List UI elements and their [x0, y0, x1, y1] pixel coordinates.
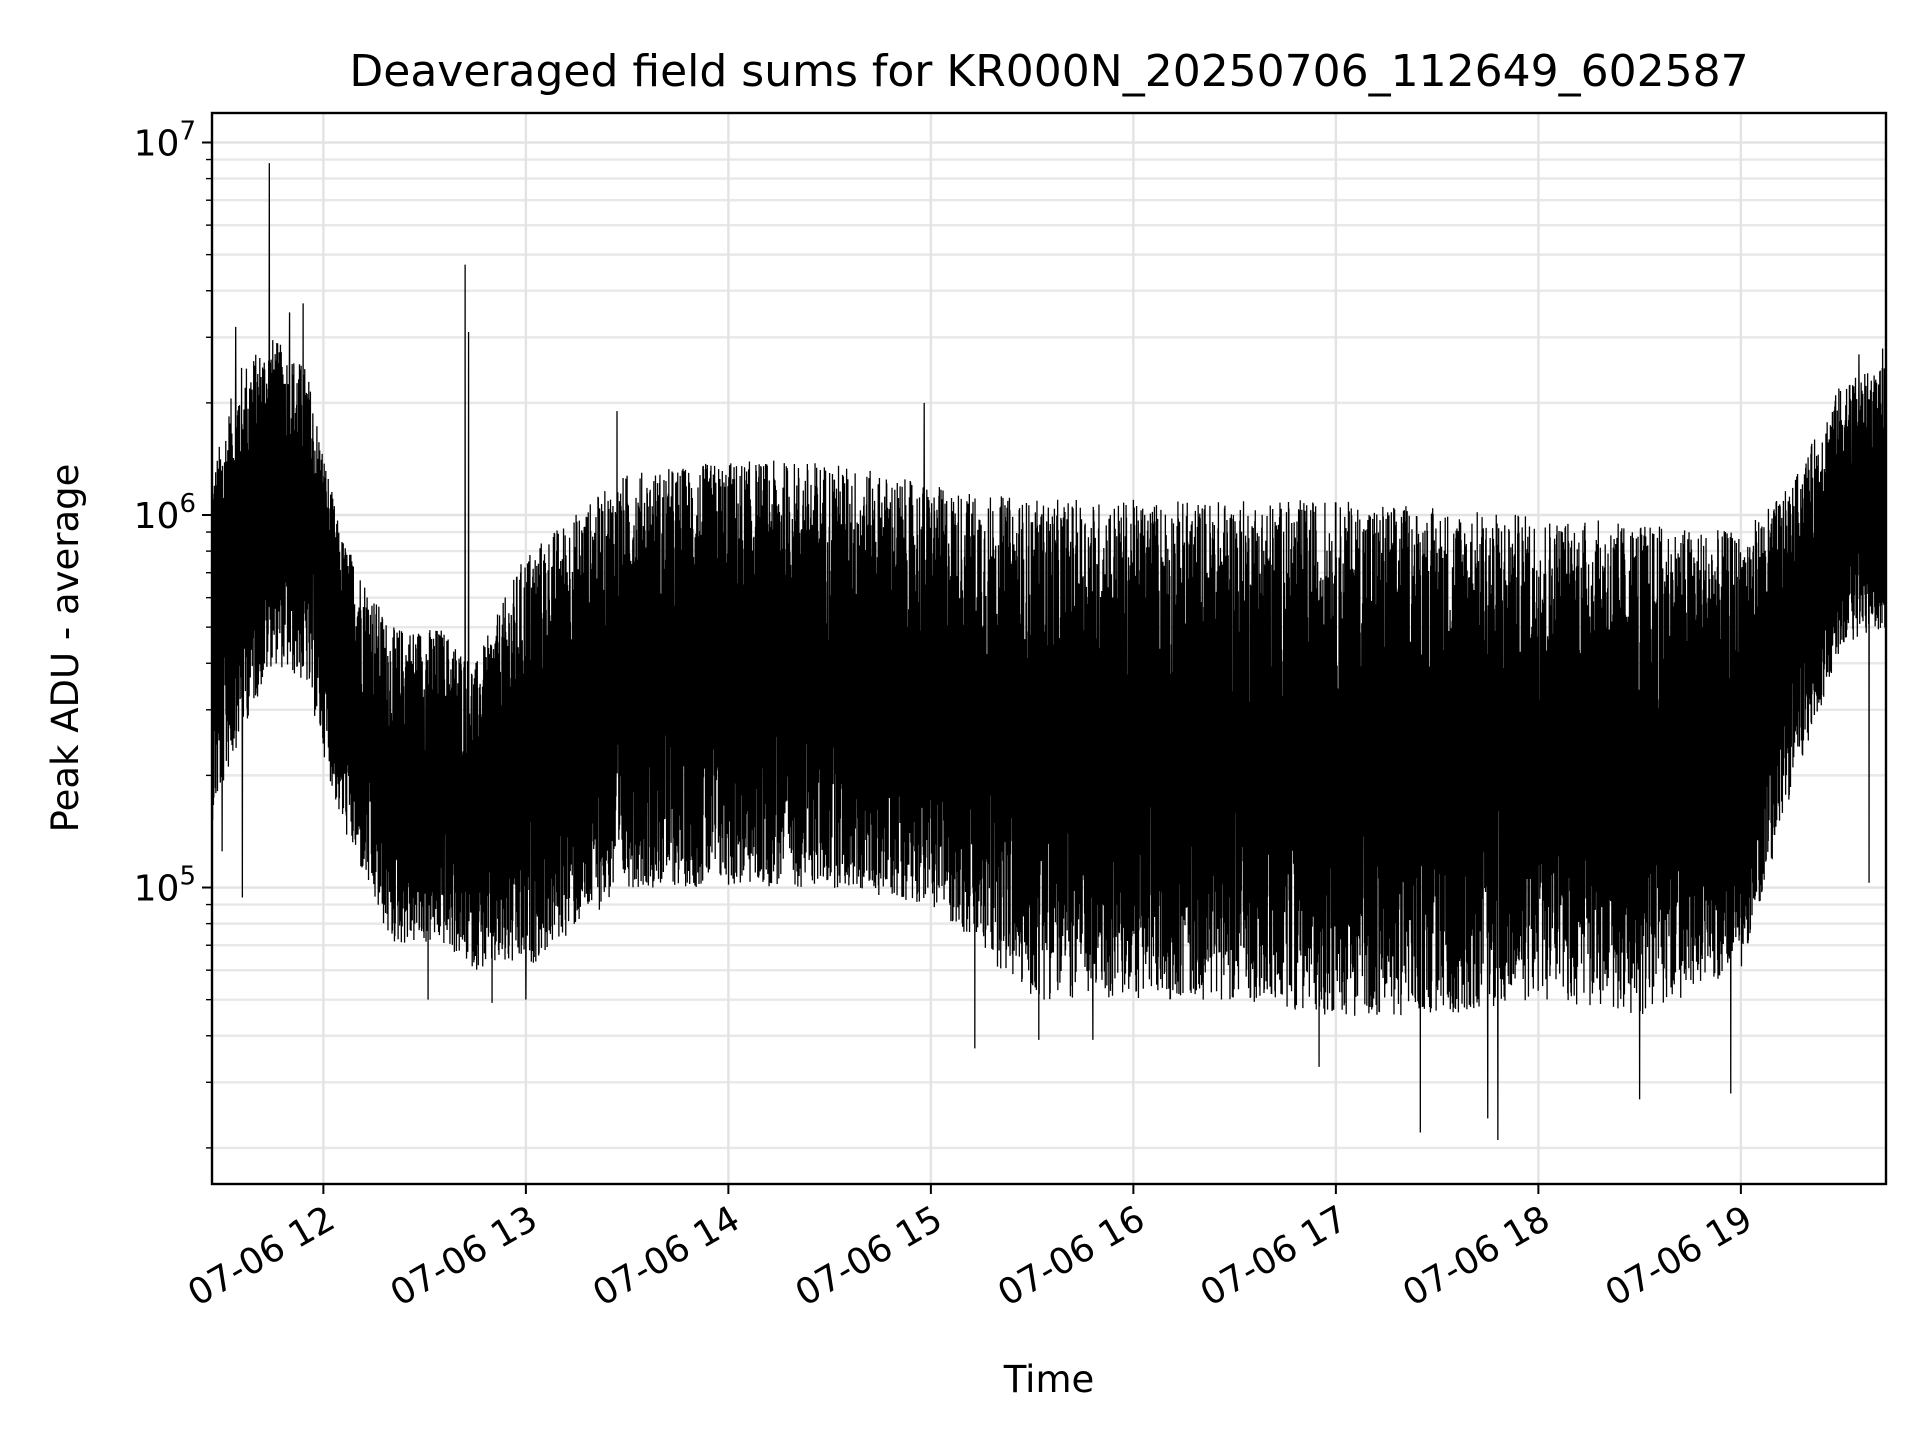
y-tick-label-exponent: 6 [179, 489, 196, 519]
y-tick-label-base: 10 [134, 869, 180, 910]
y-tick-label: 106 [134, 489, 196, 537]
y-tick-label-exponent: 7 [179, 116, 196, 146]
x-axis-label: Time [1003, 1358, 1095, 1401]
chart-title: Deaveraged field sums for KR000N_2025070… [349, 46, 1748, 97]
y-tick-label-base: 10 [134, 123, 180, 164]
series-line [212, 163, 1886, 1141]
y-axis-label: Peak ADU - average [44, 464, 87, 833]
y-tick-label-exponent: 5 [179, 862, 196, 892]
y-tick-label-base: 10 [134, 496, 180, 537]
series-layer [212, 163, 1886, 1141]
plot-frame [210, 111, 1888, 1186]
y-tick-label: 105 [134, 862, 196, 910]
y-tick-label: 107 [134, 116, 196, 164]
